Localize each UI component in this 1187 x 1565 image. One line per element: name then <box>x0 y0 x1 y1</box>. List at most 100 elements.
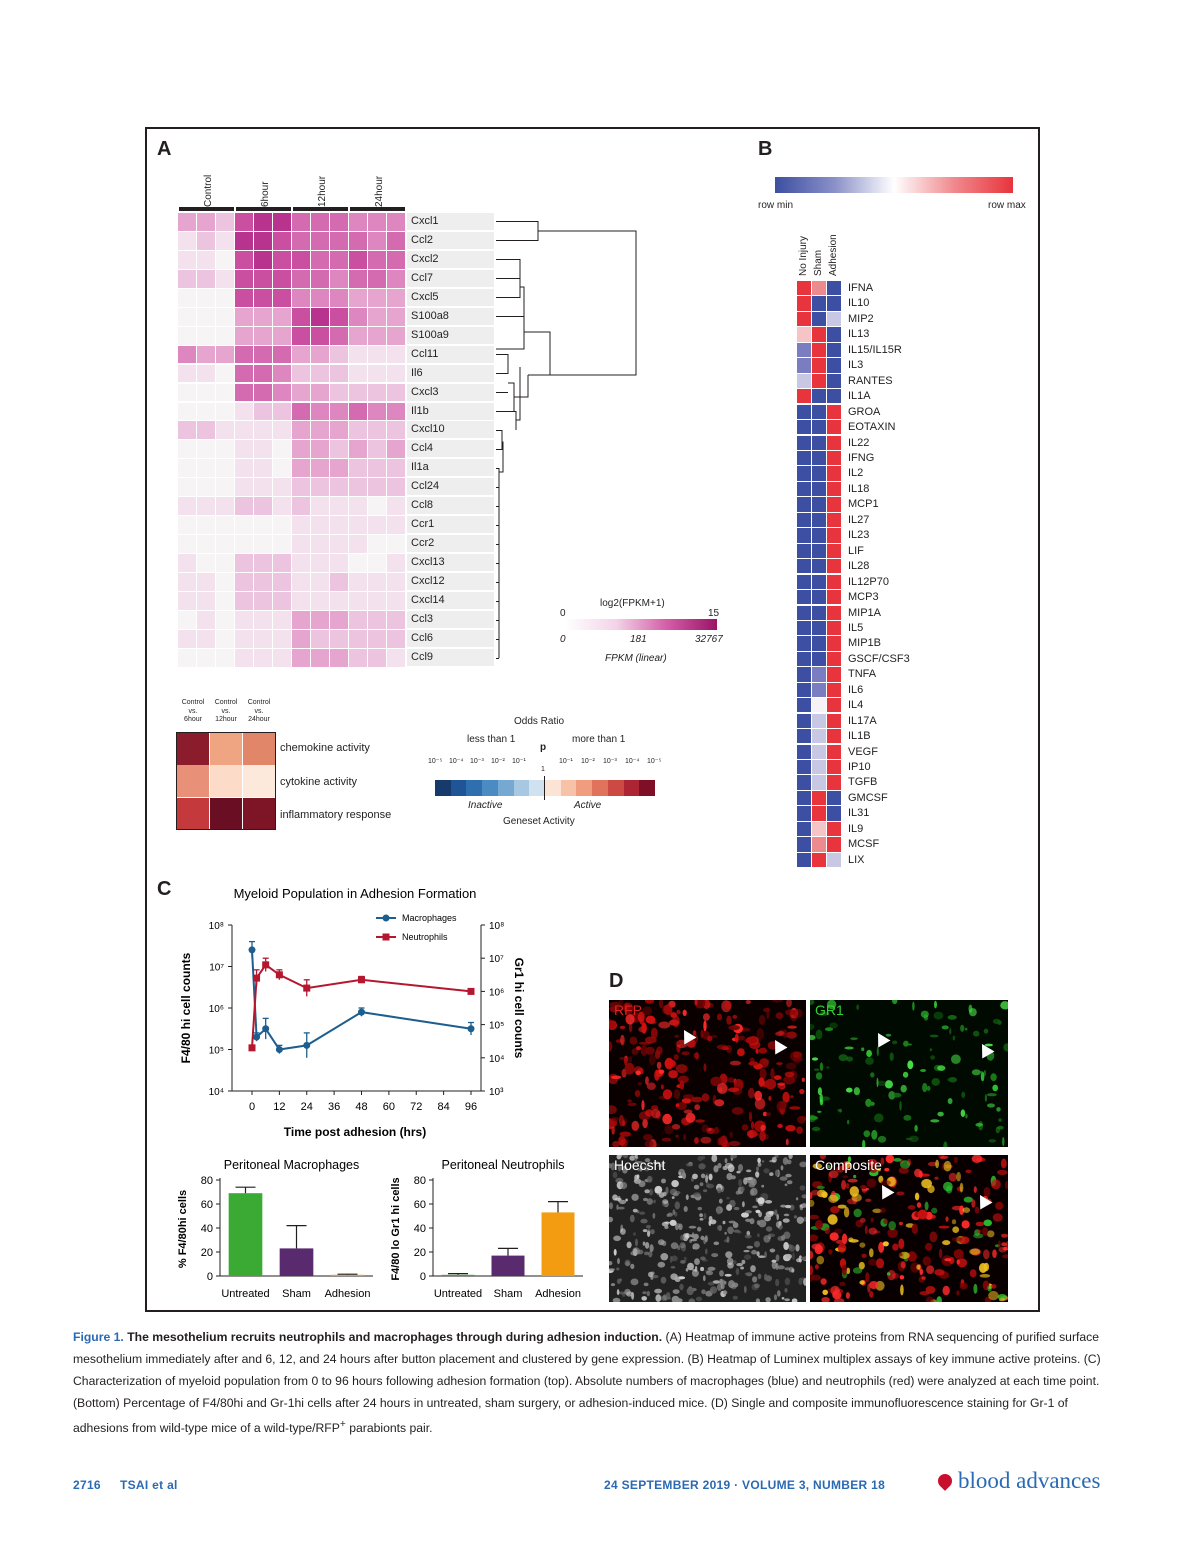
heatmap-cell <box>349 648 367 667</box>
cell-blob <box>640 1045 648 1057</box>
enrichment-cell <box>210 797 243 830</box>
row-max-label: row max <box>988 200 1026 211</box>
heatmap-cell <box>387 611 405 629</box>
cell-blob <box>692 1243 700 1250</box>
heatmap-cell <box>387 345 405 364</box>
cell-blob <box>814 1244 823 1255</box>
heatmap-cell <box>254 307 272 326</box>
right-tick-label: 10⁷ <box>489 954 504 965</box>
heatmap-cell <box>235 554 253 572</box>
cell-blob <box>924 1201 929 1211</box>
cell-blob <box>907 1043 912 1046</box>
cell-blob <box>870 1217 874 1223</box>
cell-blob <box>926 1085 931 1091</box>
luminex-cell <box>797 821 811 837</box>
heatmap-cell <box>368 288 386 307</box>
cell-blob <box>889 1052 894 1061</box>
cell-blob <box>692 1173 698 1180</box>
cell-blob <box>758 1219 767 1228</box>
cell-blob <box>629 1155 636 1161</box>
cell-blob <box>945 1216 949 1222</box>
heatmap-cell <box>216 440 234 459</box>
cell-blob <box>888 1221 896 1231</box>
heatmap-cell <box>311 516 329 535</box>
heatmap-cell <box>178 535 196 553</box>
cell-blob <box>637 1011 645 1023</box>
cell-blob <box>745 1177 753 1180</box>
heatmap-cell <box>273 611 291 629</box>
protein-label: IL27 <box>848 513 870 526</box>
cell-blob <box>997 1240 1001 1249</box>
cell-blob <box>755 1298 760 1302</box>
bar-category-label: Sham <box>282 1288 311 1300</box>
cell-blob <box>860 1184 867 1190</box>
cell-blob <box>765 1112 772 1117</box>
cell-blob <box>942 1285 950 1296</box>
heatmap-cell <box>368 231 386 250</box>
cell-blob <box>1000 1158 1007 1169</box>
luminex-cell <box>812 682 826 698</box>
heatmap-cell <box>292 383 310 402</box>
cell-blob <box>655 1294 662 1302</box>
arrowhead-icon <box>775 1040 788 1055</box>
cell-blob <box>810 1000 815 1005</box>
enrichment-frame <box>176 732 276 830</box>
cell-blob <box>878 1241 885 1253</box>
heatmap-cell <box>349 250 367 269</box>
macrophage-point <box>248 946 256 954</box>
luminex-cell <box>827 821 841 837</box>
cell-blob <box>683 1094 694 1100</box>
cell-blob <box>670 1242 679 1250</box>
gene-label: Cxcl5 <box>407 288 494 306</box>
cell-blob <box>907 1251 917 1262</box>
cell-blob <box>730 1155 738 1159</box>
cell-blob <box>729 1131 733 1138</box>
rfp-label: RFP <box>614 1002 642 1018</box>
heatmap-cell <box>178 326 196 345</box>
cell-blob <box>914 1124 918 1132</box>
cell-blob <box>701 1289 706 1295</box>
cell-blob <box>815 1072 823 1080</box>
cell-blob <box>611 1164 615 1170</box>
heatmap-cell <box>349 421 367 440</box>
heatmap-cell <box>368 440 386 459</box>
enrichment-header-line: 12hour <box>215 716 237 723</box>
cell-blob <box>648 1020 657 1025</box>
cell-blob <box>757 1157 761 1164</box>
luminex-cell <box>797 760 811 775</box>
cell-blob <box>882 1241 889 1247</box>
cell-blob <box>956 1259 960 1265</box>
cell-blob <box>795 1244 800 1252</box>
luminex-cell <box>827 296 841 311</box>
cell-blob <box>765 1226 773 1232</box>
micrograph-texture <box>609 1000 806 1147</box>
heatmap-cell <box>292 250 310 269</box>
heatmap-cell <box>254 516 272 535</box>
cell-blob <box>670 1266 676 1269</box>
protein-label: MIP1B <box>848 637 882 650</box>
cell-blob <box>868 1227 878 1235</box>
luminex-cell <box>797 296 811 311</box>
cell-blob <box>650 1027 658 1039</box>
cell-blob <box>641 1022 647 1034</box>
heatmap-cell <box>368 573 386 591</box>
cell-blob <box>738 1164 743 1172</box>
heatmap-cell <box>387 250 405 269</box>
heatmap-cell <box>368 554 386 572</box>
heatmap-cell <box>216 213 234 231</box>
cell-blob <box>625 1261 630 1266</box>
cell-blob <box>754 1097 766 1110</box>
cell-blob <box>845 1161 851 1169</box>
cell-blob <box>722 1220 726 1225</box>
heatmap-cell <box>368 364 386 383</box>
cell-blob <box>953 1156 958 1164</box>
bar-category-label: Untreated <box>434 1288 482 1300</box>
heatmap-cell <box>368 269 386 288</box>
heatmap-cell <box>178 288 196 307</box>
luminex-cell <box>797 852 811 867</box>
cell-blob <box>756 1251 760 1257</box>
heatmap-cell <box>197 364 215 383</box>
cell-blob <box>853 1087 860 1096</box>
heatmap-cell <box>368 345 386 364</box>
cell-blob <box>716 1013 723 1021</box>
